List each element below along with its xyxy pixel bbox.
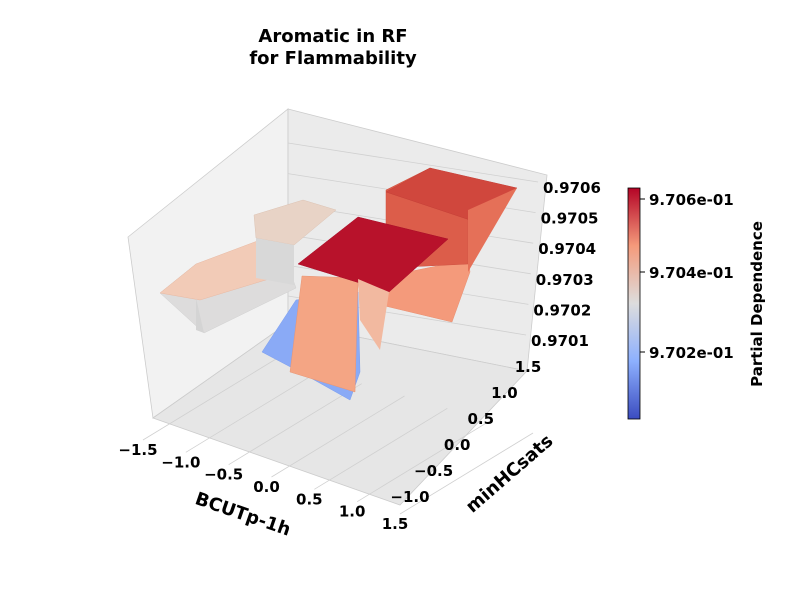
- y-tick-label: −0.5: [414, 462, 453, 480]
- x-tick-label: 0.0: [253, 478, 280, 496]
- surface: [159, 167, 518, 401]
- surface-back-block: [253, 199, 337, 246]
- colorbar-tick-label: 9.702e-01: [649, 344, 734, 362]
- colorbar: [627, 187, 641, 420]
- y-axis-label: minHCsats: [462, 430, 557, 517]
- x-tick-label: −1.5: [118, 441, 157, 459]
- grid-line: [228, 383, 362, 466]
- x-tick-label: −1.0: [161, 453, 200, 471]
- x-axis-label: BCUTp-1h: [192, 488, 293, 540]
- grid-line: [314, 407, 448, 490]
- colorbar-tick-labels: 9.702e-01 9.704e-01 9.706e-01: [640, 191, 734, 362]
- z-tick-label: 0.9705: [541, 210, 599, 228]
- grid-line: [185, 370, 320, 453]
- y-tick-label: −1.0: [390, 488, 429, 506]
- grid-line: [142, 358, 277, 441]
- surface-left-edge: [196, 298, 204, 333]
- grid-line: [271, 395, 405, 478]
- surface-back-block-front: [256, 238, 294, 285]
- chart-title-line2: for Flammability: [249, 48, 417, 69]
- x-tick-label: −0.5: [204, 466, 243, 484]
- z-tick-label: 0.9706: [543, 179, 601, 197]
- floor-pane: [152, 322, 528, 506]
- x-tick-label: 1.0: [339, 503, 366, 521]
- colorbar-tick-label: 9.706e-01: [649, 191, 734, 209]
- grid-line: [287, 142, 539, 183]
- surface-center-side: [358, 279, 389, 350]
- z-tick-label: 0.9703: [536, 271, 594, 289]
- y-tick-labels: −1.0 −0.5 0.0 0.5 1.0 1.5: [390, 358, 541, 506]
- x-tick-label: 1.5: [382, 515, 409, 533]
- z-tick-label: 0.9702: [533, 301, 591, 319]
- colorbar-tick-label: 9.704e-01: [649, 264, 734, 282]
- grid-line: [356, 420, 491, 503]
- colorbar-label: Partial Dependence: [748, 221, 766, 387]
- chart-title-line1: Aromatic in RF: [258, 26, 407, 47]
- z-tick-label: 0.9704: [538, 240, 596, 258]
- x-tick-labels: −1.5−1.0−0.5 0.0 0.5 1.0 1.5: [118, 441, 408, 533]
- y-tick-label: 1.0: [491, 384, 518, 402]
- y-tick-label: 0.5: [468, 410, 495, 428]
- x-tick-label: 0.5: [296, 490, 323, 508]
- surface-center-front: [289, 275, 359, 393]
- grid-line: [399, 432, 534, 515]
- y-tick-label: 1.5: [515, 358, 542, 376]
- z-tick-label: 0.9701: [531, 332, 589, 350]
- y-tick-label: 0.0: [444, 436, 471, 454]
- z-tick-labels: 0.9701 0.9702 0.9703 0.9704 0.9705 0.9706: [531, 179, 601, 350]
- surface-right-side: [468, 188, 517, 272]
